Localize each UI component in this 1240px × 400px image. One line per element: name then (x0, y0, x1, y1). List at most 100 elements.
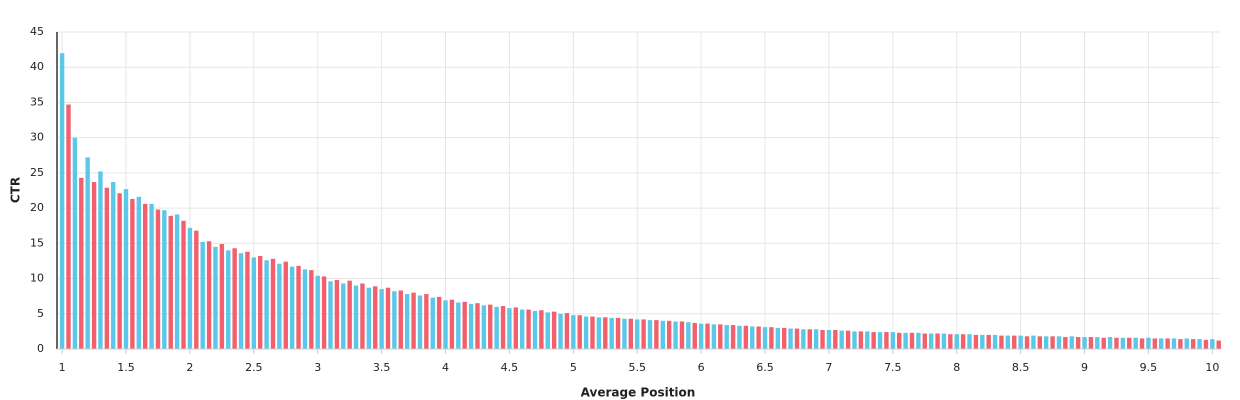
bar (1139, 338, 1145, 349)
bar (277, 263, 282, 349)
bar (206, 241, 212, 349)
bar (615, 318, 621, 349)
bar (488, 304, 493, 349)
bar (98, 171, 103, 349)
bar (507, 308, 512, 349)
bar (1184, 338, 1189, 349)
bar (1005, 335, 1011, 349)
x-axis-title: Average Position (581, 386, 696, 400)
bar (1127, 337, 1132, 349)
bar (1120, 337, 1126, 349)
bar (973, 334, 979, 349)
x-tick-label: 2 (186, 361, 193, 374)
x-tick-label: 7 (825, 361, 832, 374)
bar (833, 329, 838, 349)
bar (1101, 337, 1106, 349)
x-tick-label: 5 (570, 361, 577, 374)
bar (213, 246, 218, 349)
bar (1114, 337, 1119, 349)
bar (762, 327, 768, 349)
bar (1024, 336, 1030, 349)
bar (155, 209, 161, 349)
bar (302, 269, 308, 349)
bar (117, 193, 122, 349)
bar (1165, 338, 1170, 349)
bar (1075, 337, 1081, 349)
x-tick-label: 4 (442, 361, 449, 374)
bar (398, 290, 403, 349)
bar (72, 137, 78, 349)
bar (788, 328, 793, 349)
bar (551, 311, 557, 349)
y-tick-label: 35 (30, 95, 44, 108)
y-tick-label: 20 (30, 201, 44, 214)
bar (769, 327, 774, 349)
bar (916, 332, 921, 349)
bar (513, 307, 519, 349)
bar (283, 261, 288, 349)
bar (967, 334, 972, 349)
bar (264, 260, 269, 349)
bar (750, 326, 755, 349)
bar (960, 334, 966, 349)
bar (1037, 336, 1042, 349)
bar (341, 283, 346, 349)
bar (865, 331, 870, 349)
x-tick-label: 7.5 (884, 361, 902, 374)
bar (245, 251, 250, 349)
bar (468, 303, 474, 349)
bar (315, 275, 320, 349)
bar (111, 182, 116, 349)
bar (309, 270, 314, 349)
bar (187, 227, 193, 349)
bar (954, 334, 959, 349)
bar (705, 323, 710, 349)
bar (928, 333, 934, 349)
bar (136, 196, 141, 349)
bar (443, 300, 448, 349)
bar (635, 319, 640, 349)
bar (775, 327, 781, 349)
bar (258, 256, 263, 349)
x-tick-label: 6 (698, 361, 705, 374)
bar (321, 276, 327, 349)
bar (1095, 337, 1100, 349)
bar (251, 257, 257, 349)
bar (1107, 337, 1113, 349)
bar (603, 317, 608, 349)
x-tick-label: 1 (59, 361, 66, 374)
bar (807, 329, 812, 349)
y-tick-label: 5 (37, 307, 44, 320)
bar (1012, 335, 1017, 349)
bar (1069, 336, 1074, 349)
bar (1088, 337, 1094, 349)
bar (903, 332, 908, 349)
bar (1171, 338, 1177, 349)
bar (692, 322, 697, 349)
y-tick-label: 0 (37, 342, 44, 355)
bar (430, 297, 435, 349)
bar (852, 331, 857, 349)
bar (232, 248, 237, 349)
x-tick-label: 3.5 (373, 361, 391, 374)
bar (424, 294, 429, 349)
bar (839, 330, 844, 349)
bar (1056, 336, 1062, 349)
bar (711, 324, 717, 349)
bar (404, 294, 410, 349)
bar (91, 182, 97, 349)
bar (130, 198, 135, 349)
bar (289, 266, 295, 349)
y-tick-label: 45 (30, 25, 44, 38)
y-tick-label: 10 (30, 272, 44, 285)
x-tick-label: 9 (1081, 361, 1088, 374)
bar (1210, 339, 1215, 349)
bar (219, 244, 225, 349)
bar (596, 317, 602, 349)
bar (449, 299, 455, 349)
bar (373, 286, 378, 349)
bar (85, 157, 90, 349)
bar (980, 334, 985, 349)
bar (462, 301, 467, 349)
bar (877, 332, 883, 349)
